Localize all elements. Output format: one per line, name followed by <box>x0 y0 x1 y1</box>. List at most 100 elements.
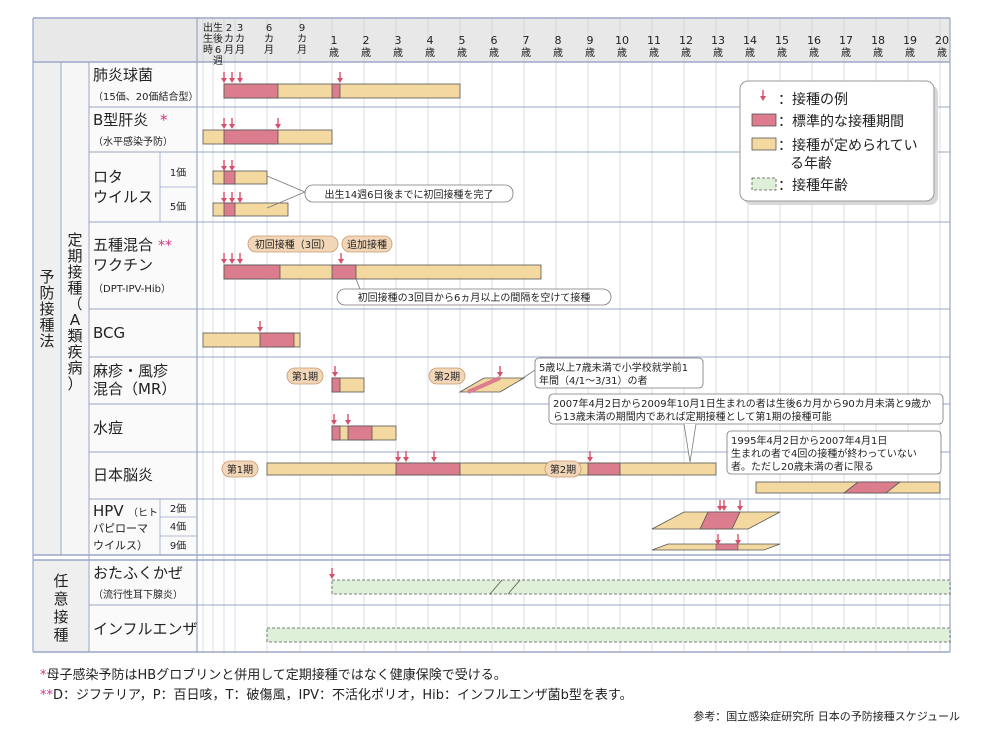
row-name-bcg: BCG <box>93 324 125 342</box>
age-label-y2: 2 <box>363 34 370 47</box>
age-label-y19-unit: 歳 <box>905 47 915 59</box>
age-label-m3-char: カ <box>235 33 245 45</box>
mr-dose1-label-bg <box>286 367 324 385</box>
age-label-m9: 9カ月 <box>297 23 307 56</box>
group-law-label-char: 防 <box>39 284 54 302</box>
je-dose1-label: 第1期 <box>227 463 253 476</box>
hpv9-arrow-1-head <box>735 540 741 545</box>
hpv-arrow-0 <box>717 500 723 511</box>
pneumo-arrow-3 <box>337 72 343 83</box>
footnote-1-text: 母子感染予防はHBグロブリンと併用して定期接種ではなく健康保険で受ける。 <box>46 668 507 683</box>
row-name-mr: 麻疹・風疹 <box>93 362 168 380</box>
varicella-arrow-1 <box>345 414 351 425</box>
varicella-arrow-0-head <box>331 420 337 425</box>
je-dose1-standard <box>395 462 461 476</box>
penta-arrow-3-head <box>338 259 344 264</box>
rota5-arrow-1-head <box>229 198 235 203</box>
hepb-standard <box>223 129 279 145</box>
rota5-arrow-0 <box>221 192 227 203</box>
row-name-varicella: 水痘 <box>93 419 123 437</box>
hepb-arrow-0 <box>221 118 227 129</box>
je-arrow-0-head <box>395 457 401 462</box>
age-label-y11: 11 <box>647 34 661 47</box>
age-label-y12: 12 <box>679 34 693 47</box>
age-label-y15: 15 <box>775 34 789 47</box>
rota5-arrow-1 <box>229 192 235 203</box>
group-routine-label-char: （ <box>67 295 82 313</box>
je-note2: 1995年4月2日から2007年4月1日 <box>731 434 887 447</box>
law-band <box>33 62 61 555</box>
group-voluntary-label-char: 意 <box>53 590 68 608</box>
je-catchup-standard <box>842 481 902 494</box>
age-label-y5: 5 <box>459 34 466 47</box>
je-note2-line2: 者。ただし20歳未満の者に限る <box>731 461 874 473</box>
rota-callout: 出生14週6日後までに初回接種を完了 <box>324 188 493 201</box>
age-label-y7-unit: 歳 <box>521 47 531 59</box>
age-label-y10: 10 <box>615 34 629 47</box>
hepb-arrow-2-head <box>275 124 281 129</box>
age-label-w6-char: 週 <box>213 55 223 67</box>
legend-age-swatch <box>751 177 777 191</box>
hpv-standard <box>699 511 741 530</box>
age-label-y16: 16 <box>807 34 821 47</box>
hepb-arrow-1-head <box>229 124 235 129</box>
group-routine-label-char: 疾 <box>67 343 82 361</box>
age-label-m6-char: 月 <box>264 44 274 56</box>
age-label-y11-unit: 歳 <box>649 47 659 59</box>
age-label-m6-char: 6 <box>266 23 272 34</box>
age-label-m6-char: カ <box>264 33 274 45</box>
varicella-arrow-0 <box>331 414 337 425</box>
age-label-y17-unit: 歳 <box>841 47 851 59</box>
je-arrow-2 <box>431 451 437 462</box>
age-label-m9-char: 月 <box>297 44 307 56</box>
group-voluntary-label-char: 接 <box>53 608 68 626</box>
hpv-arrow-1-head <box>721 506 727 511</box>
penta-arrow-1-head <box>229 259 235 264</box>
mumps-age <box>331 579 951 595</box>
row-sub-penta: （DPT-IPV-Hib） <box>93 283 171 295</box>
group-routine-label-char: 期 <box>67 247 82 265</box>
je-arrow-4 <box>587 451 593 462</box>
row-sub-hpv-1: 2価 <box>170 502 186 515</box>
row-name-penta-1: ワクチン <box>93 256 153 274</box>
varicella-arrow-1-head <box>345 420 351 425</box>
mumps-break-1 <box>489 579 503 595</box>
penta-booster-label: 追加接種 <box>347 238 387 251</box>
legend-defined-swatch <box>751 137 777 151</box>
hpv-arrow-2 <box>737 500 743 511</box>
mumps-break-2 <box>507 579 521 595</box>
age-label-y12-unit: 歳 <box>681 47 691 59</box>
row-sub-rota-1: 1価 <box>170 166 186 179</box>
rota1-arrow-1 <box>229 160 235 171</box>
age-label-y15-unit: 歳 <box>777 47 787 59</box>
je-dose1-label-bg <box>221 460 259 478</box>
mr-note-line1: 年間（4/1～3/31）の者 <box>539 374 648 387</box>
mr-arrow-1 <box>332 366 338 377</box>
mr-dose1-label: 第1期 <box>292 370 318 383</box>
age-label-w6-char: 後 <box>213 32 223 45</box>
mr-dose2-label-bg <box>428 367 466 385</box>
group-routine-label-char: 病 <box>67 359 82 377</box>
rota5-arrow-2-head <box>237 198 243 203</box>
rota1-arrow-0-head <box>221 166 227 171</box>
group-routine-label-char: 種 <box>67 279 82 297</box>
footnote-1: *母子感染予防はHBグロブリンと併用して定期接種ではなく健康保険で受ける。 <box>40 664 507 683</box>
rota1-defined <box>212 170 268 185</box>
row-star-penta: ** <box>158 238 172 254</box>
pneumo-arrow-0 <box>221 72 227 83</box>
legend-box <box>739 80 935 202</box>
age-label-m2-char: 月 <box>224 44 234 56</box>
age-label-m6: 6カ月 <box>264 23 274 56</box>
bcg-standard <box>259 332 295 348</box>
je-note2-line1: 生まれの者で4回の接種が終わっていない <box>731 447 917 460</box>
je-dose2-label-bg <box>544 460 582 478</box>
row-name-rota-1: ウイルス <box>93 188 153 206</box>
group-law-label-char: 予 <box>39 268 54 286</box>
age-label-y13: 13 <box>711 34 725 47</box>
group-voluntary-label-char: 種 <box>53 626 68 644</box>
age-label-w6-char: 6 <box>215 45 221 56</box>
legend-defined-text-2: る年齢 <box>790 156 832 172</box>
penta-arrow-3 <box>338 253 344 264</box>
legend-age-text: ：接種年齢 <box>778 177 848 194</box>
mr-note-bg <box>534 357 704 389</box>
